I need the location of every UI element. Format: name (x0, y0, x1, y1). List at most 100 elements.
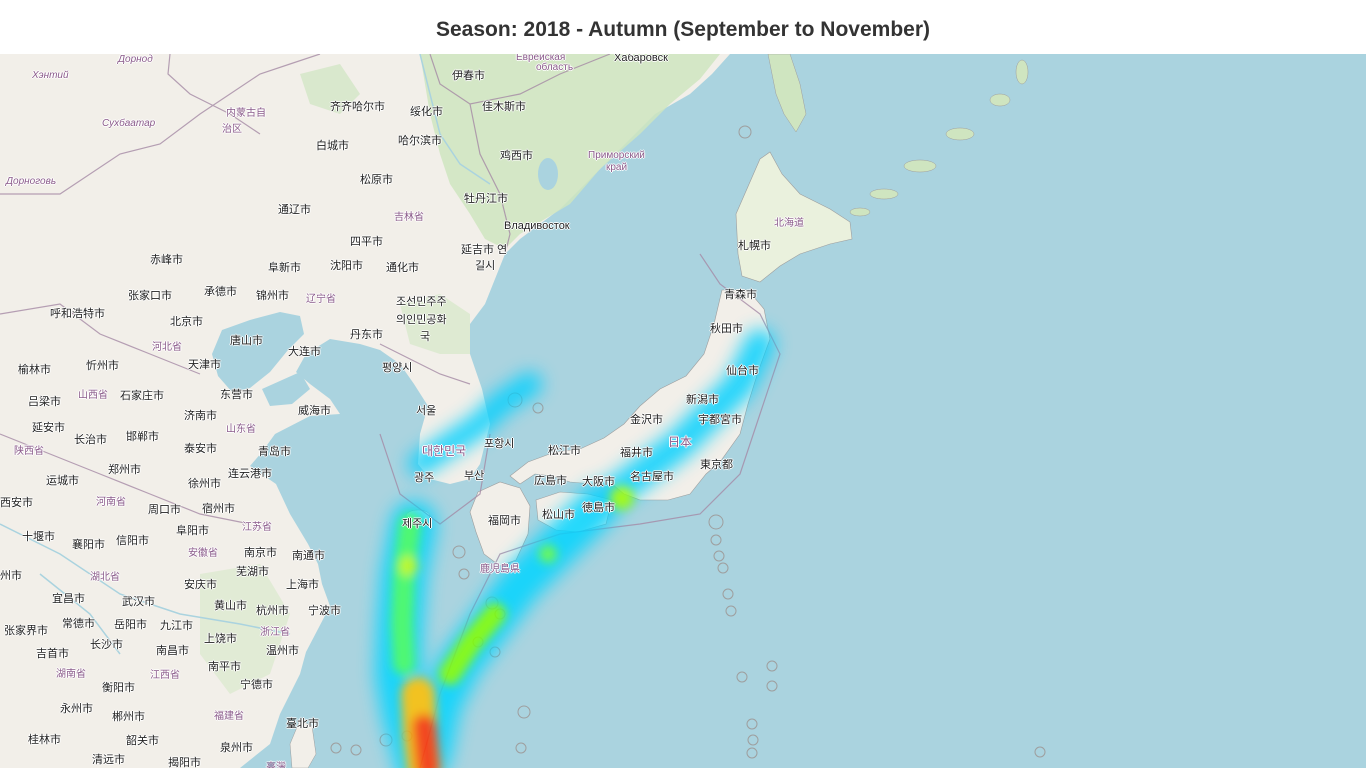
map-label: 의인민공화 (396, 314, 447, 326)
map-label: 衡阳市 (102, 682, 135, 694)
map-label: 広島市 (534, 475, 567, 487)
map-label: 芜湖市 (236, 566, 269, 578)
map-label: 포항시 (484, 438, 515, 450)
map-label: 河南省 (96, 497, 126, 508)
map-label: 韶关市 (126, 735, 159, 747)
map-label: 南京市 (244, 547, 277, 559)
map-label: 四平市 (350, 236, 383, 248)
map-label: 常德市 (62, 618, 95, 630)
map-label: 제주시 (402, 518, 433, 530)
page-title: Season: 2018 - Autumn (September to Nove… (436, 18, 930, 41)
map-label: 宁德市 (240, 679, 273, 691)
map-label: 大阪市 (582, 476, 615, 488)
map-label: 长沙市 (90, 639, 123, 651)
map-label: 陕西省 (14, 446, 44, 457)
map-label: 佳木斯市 (482, 101, 526, 113)
map-label: 北海道 (774, 218, 804, 229)
map-label: 부산 (464, 470, 485, 482)
map-label: 日本 (668, 435, 693, 449)
map-label: 州市 (0, 570, 22, 582)
header: Season: 2018 - Autumn (September to Nove… (0, 0, 1366, 54)
map-label: 郴州市 (112, 711, 145, 723)
map-label: 唐山市 (230, 335, 263, 347)
map-label: 조선민주주 (396, 296, 447, 308)
taiwan-land (289, 719, 317, 768)
map-label: 국 (420, 331, 431, 343)
map-label: 赤峰市 (150, 254, 183, 266)
map-label: 江西省 (150, 670, 180, 681)
map-label: 宿州市 (202, 503, 235, 515)
map-label: 吉首市 (36, 648, 69, 660)
map-label: 延吉市 연 (461, 244, 508, 256)
map-label: 石家庄市 (120, 390, 164, 402)
map-label: 新潟市 (686, 394, 719, 406)
map-label: 대한민국 (422, 444, 467, 458)
map-label: 桂林市 (28, 734, 61, 746)
map-label: 襄阳市 (72, 539, 105, 551)
map-label: 札幌市 (738, 240, 771, 252)
map-label: 河北省 (152, 342, 182, 353)
map-label: 宜昌市 (52, 593, 85, 605)
map-label: 南昌市 (156, 645, 189, 657)
map-label: 伊春市 (452, 70, 485, 82)
map-label: 张家口市 (128, 290, 172, 302)
map-label: 東京都 (700, 459, 733, 471)
basemap (0, 54, 1046, 768)
map-label: 锦州市 (256, 290, 289, 302)
map-label: 运城市 (46, 475, 79, 487)
map-label: 松山市 (542, 509, 575, 521)
map-label: 仙台市 (726, 365, 759, 377)
map-label: 南平市 (208, 661, 241, 673)
map-label: 泰安市 (184, 443, 217, 455)
map-label: 上饶市 (204, 633, 237, 645)
map-label: 臺灣 (266, 762, 286, 768)
map-label: Дорнод (118, 54, 153, 65)
map-label: 湖南省 (56, 669, 86, 680)
map-label: 通辽市 (278, 204, 311, 216)
map-view[interactable]: Дорнод Хэнтий Сухбаатар Дорноговь 内蒙古自 治区 伊春市 Е… (0, 54, 1366, 768)
map-label: 邯郸市 (126, 431, 159, 443)
map-label: 吉林省 (394, 212, 424, 223)
map-label: 岳阳市 (114, 619, 147, 631)
map-label: 长治市 (74, 434, 107, 446)
map-label: 名古屋市 (630, 471, 674, 483)
map-label: Дорноговь (6, 176, 57, 187)
map-label: 安徽省 (188, 548, 218, 559)
map-label: 延安市 (32, 422, 65, 434)
map-label: 浙江省 (260, 627, 290, 638)
heatmap-layer (374, 329, 775, 768)
map-label: 青森市 (724, 289, 757, 301)
map-label: 北京市 (170, 316, 203, 328)
map-label: 周口市 (148, 504, 181, 516)
honshu-land (509, 289, 771, 501)
hokkaido-land (735, 151, 853, 283)
map-label: 金沢市 (630, 414, 663, 426)
map-label: 武汉市 (122, 596, 155, 608)
map-label: 郑州市 (108, 464, 141, 476)
map-label: 福岡市 (488, 515, 521, 527)
map-label: 阜新市 (268, 262, 301, 274)
map-label: 泉州市 (220, 742, 253, 754)
map-label: 山东省 (226, 424, 256, 435)
map-label: 温州市 (266, 645, 299, 657)
map-label: 齐齐哈尔市 (330, 101, 385, 113)
map-label: 평양시 (382, 362, 413, 374)
map-label: 松原市 (360, 174, 393, 186)
map-label: 白城市 (316, 140, 349, 152)
map-label: Сухбаатар (102, 118, 156, 129)
map-label: 黄山市 (214, 600, 247, 612)
map-label: 永州市 (60, 703, 93, 715)
map-label: 十堰市 (22, 531, 55, 543)
map-label: 서울 (416, 405, 437, 417)
map-label: 通化市 (386, 262, 419, 274)
map-label: край (606, 162, 628, 173)
map-label: 西安市 (0, 497, 33, 509)
map-label: 山西省 (78, 390, 108, 401)
map-label: Еврейская (516, 54, 566, 63)
map-label: 辽宁省 (306, 294, 336, 305)
map-label: 大连市 (288, 346, 321, 358)
map-label: 东营市 (220, 389, 253, 401)
map-label: 宁波市 (308, 605, 341, 617)
map-label: 张家界市 (4, 625, 48, 637)
map-label: 连云港市 (228, 468, 272, 480)
